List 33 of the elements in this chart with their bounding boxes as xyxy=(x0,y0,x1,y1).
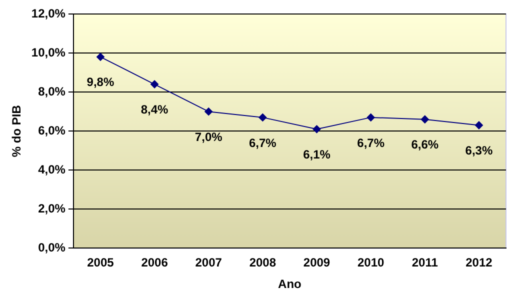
x-axis-title: Ano xyxy=(278,277,302,292)
x-tick-label: 2006 xyxy=(141,256,168,270)
x-tick-label: 2007 xyxy=(195,256,222,270)
x-tick-label: 2012 xyxy=(466,256,493,270)
x-tick-label: 2008 xyxy=(249,256,276,270)
y-tick-label: 8,0% xyxy=(38,84,66,98)
data-label: 8,4% xyxy=(140,102,169,117)
data-label: 6,3% xyxy=(465,144,493,158)
x-tick-label: 2011 xyxy=(412,256,438,270)
y-tick-label: 4,0% xyxy=(38,162,66,176)
x-tick-label: 2009 xyxy=(303,256,330,270)
y-tick-label: 6,0% xyxy=(38,123,66,138)
point xyxy=(96,52,104,61)
y-tick-label: 12,0% xyxy=(31,6,66,20)
point xyxy=(258,113,267,122)
data-label: 6,7% xyxy=(248,136,277,150)
y-tick-label: 0,0% xyxy=(38,240,66,255)
y-axis-title: % do PIB xyxy=(10,104,24,158)
point xyxy=(312,125,321,134)
point xyxy=(204,108,213,116)
data-label: 7,0% xyxy=(194,130,223,144)
point xyxy=(150,80,159,88)
data-label: 9,8% xyxy=(86,75,114,90)
x-tick-label: 2010 xyxy=(357,256,384,270)
data-label: 6,7% xyxy=(357,136,385,150)
y-tick-label: 10,0% xyxy=(31,45,66,60)
y-tick-label: 2,0% xyxy=(38,201,66,216)
point xyxy=(366,113,375,122)
point xyxy=(474,121,483,130)
data-label: 6,1% xyxy=(303,147,331,162)
point xyxy=(420,115,429,124)
data-label: 6,6% xyxy=(411,138,439,152)
x-tick-label: 2005 xyxy=(87,256,114,270)
